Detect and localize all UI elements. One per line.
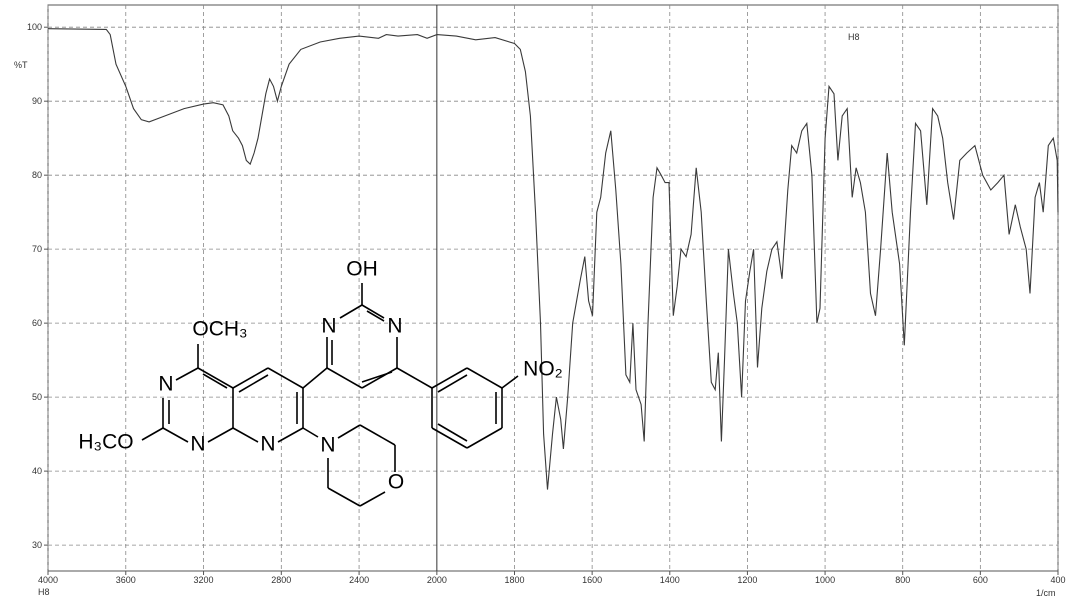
atom-label: N xyxy=(321,315,336,338)
x-tick-label: 4000 xyxy=(38,575,58,585)
annotation: H8 xyxy=(848,32,860,42)
atom-label: N xyxy=(190,433,205,456)
x-tick-label: 600 xyxy=(973,575,988,585)
y-tick-label: 90 xyxy=(32,96,42,106)
x-axis-label: 1/cm xyxy=(1036,588,1056,598)
x-tick-label: 2000 xyxy=(427,575,447,585)
annotation: H8 xyxy=(38,587,50,597)
x-tick-label: 800 xyxy=(895,575,910,585)
atom-label: NO₂ xyxy=(523,358,563,381)
x-tick-label: 400 xyxy=(1050,575,1065,585)
y-tick-label: 40 xyxy=(32,466,42,476)
y-tick-label: 100 xyxy=(27,22,42,32)
x-tick-label: 1200 xyxy=(737,575,757,585)
y-tick-label: 30 xyxy=(32,540,42,550)
atom-label: O xyxy=(388,471,404,494)
y-tick-label: 80 xyxy=(32,170,42,180)
atom-label: N xyxy=(158,373,173,396)
atom-label: OH xyxy=(346,258,378,281)
atom-label: N xyxy=(320,434,335,457)
spectrum-line xyxy=(47,28,1059,490)
plot-area: 30 40 50 60 70 80 90 100 4000 3600 3200 2800 2400 200… xyxy=(27,4,1066,585)
x-tick-label: 3600 xyxy=(116,575,136,585)
atom-label: N xyxy=(387,315,402,338)
atom-label: OCH₃ xyxy=(192,318,247,341)
structure-bonds xyxy=(141,283,519,507)
x-tick-label: 3200 xyxy=(194,575,214,585)
y-tick-label: 70 xyxy=(32,244,42,254)
x-tick-label: 1000 xyxy=(815,575,835,585)
y-tick-label: 60 xyxy=(32,318,42,328)
x-tick-label: 1400 xyxy=(660,575,680,585)
y-axis-label: %T xyxy=(14,60,28,70)
x-tick-label: 1600 xyxy=(582,575,602,585)
x-tick-label: 2400 xyxy=(349,575,369,585)
atom-label: N xyxy=(260,433,275,456)
x-tick-label: 2800 xyxy=(271,575,291,585)
y-tick-label: 50 xyxy=(32,392,42,402)
atom-label: H₃CO xyxy=(78,431,133,454)
x-tick-label: 1800 xyxy=(504,575,524,585)
